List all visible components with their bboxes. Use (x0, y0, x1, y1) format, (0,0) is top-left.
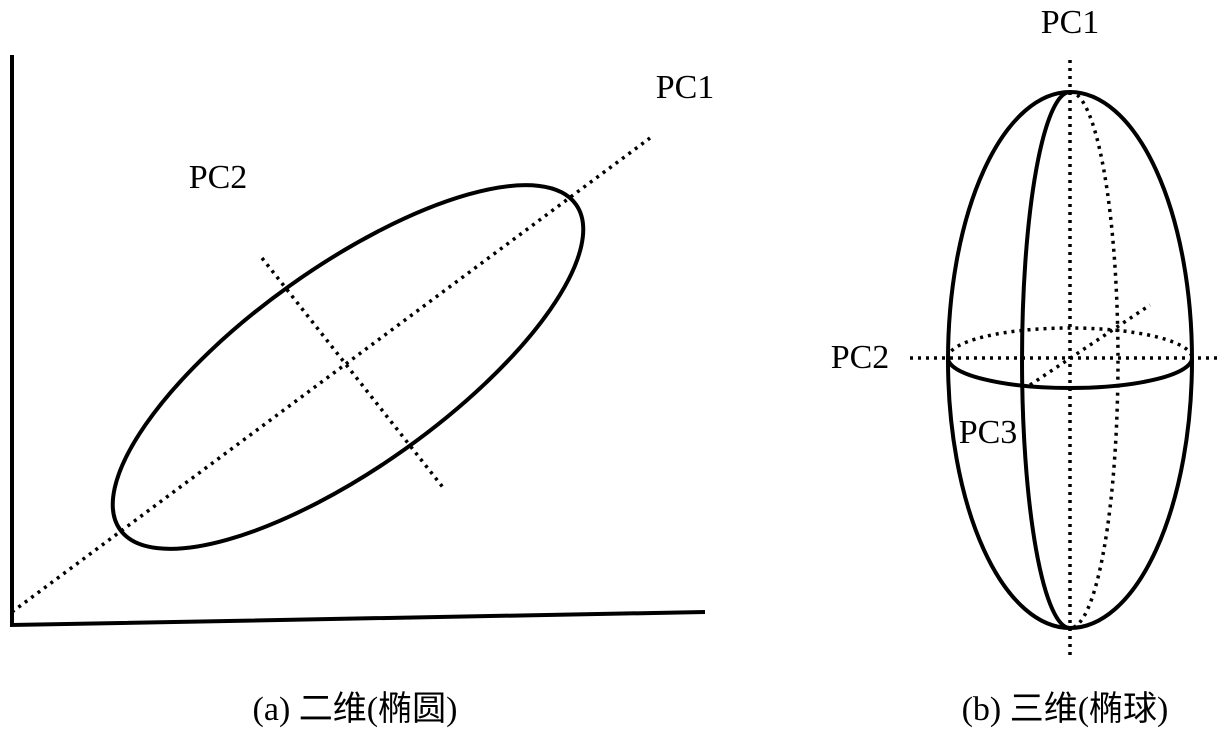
equator-back (946, 326, 1194, 359)
meridian-back (1069, 90, 1120, 630)
caption: (b) 三维(椭球) (962, 690, 1169, 728)
label: PC1 (1041, 4, 1100, 41)
caption: (a) 二维(椭圆) (253, 690, 458, 728)
ellipse (110, 183, 586, 551)
panel-b: PC1 PC2 PC3 (b) 三维(椭球) (831, 4, 1222, 728)
pc3-axis (1029, 303, 1151, 387)
meridian-front (1020, 90, 1071, 630)
label: PC1 (656, 69, 715, 106)
pc2-axis (260, 256, 447, 492)
equator-front (946, 357, 1194, 390)
pc1-axis (10, 136, 652, 614)
panel-a: PC1 PC2 (a) 二维(椭圆) (10, 55, 715, 728)
label: PC3 (959, 414, 1018, 451)
label: PC2 (189, 159, 248, 196)
axes (10, 55, 706, 628)
label: PC2 (831, 339, 890, 376)
